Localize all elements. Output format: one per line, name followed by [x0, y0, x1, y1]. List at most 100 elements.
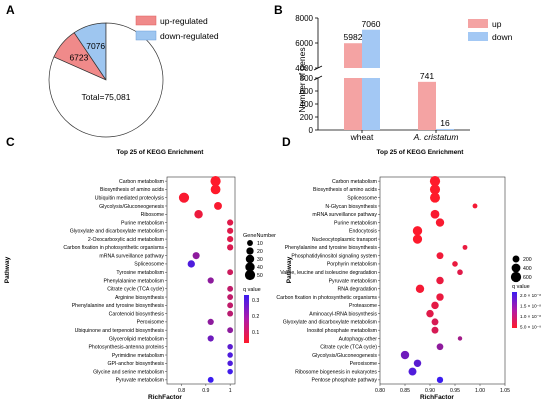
- enrichment-dot: [207, 277, 214, 284]
- legend-swatch-up: [135, 15, 157, 26]
- bar-y-tick-label: 6000: [295, 39, 313, 48]
- pathway-label: Glycolysis/Gluconeogenesis: [99, 204, 164, 210]
- pathway-label: Ubiquitin mediated proteolysis: [95, 196, 165, 202]
- legend-swatch-down: [135, 30, 157, 41]
- enrichment-dot: [436, 293, 444, 301]
- panel-label-a: A: [6, 3, 15, 17]
- size-legend-dot: [247, 240, 253, 246]
- enrichment-dot: [436, 376, 444, 384]
- enrichment-dot: [412, 234, 423, 244]
- enrichment-dot: [431, 318, 439, 326]
- enrichment-dot: [214, 202, 222, 210]
- size-legend-label: 40: [257, 265, 263, 271]
- enrichment-dot: [457, 269, 463, 276]
- pathway-label: Glyoxylate and dicarboxylate metabolism: [283, 320, 377, 326]
- pathway-label: Citrate cycle (TCA cycle): [320, 345, 377, 351]
- enrichment-dot: [430, 209, 440, 219]
- enrichment-dot: [462, 244, 468, 250]
- bar-legend: up down: [468, 19, 513, 42]
- panel-label-b: B: [274, 3, 283, 17]
- x-tick-label: 0.80: [375, 388, 385, 394]
- enrichment-dot: [452, 261, 458, 267]
- pathway-label: Pyruvate metabolism: [116, 378, 164, 384]
- dotplot-c-x-label: RichFactor: [148, 394, 182, 401]
- enrichment-dot: [227, 360, 233, 367]
- bar: [418, 81, 436, 130]
- bar-chart: Number of genes 4000 6000 8000 0 200 400 600 80…: [295, 14, 512, 142]
- bar-value-label: 5982: [344, 32, 363, 42]
- pathway-label: Arginine biosynthesis: [115, 295, 164, 301]
- pie-total-label: Total=75,081: [82, 92, 131, 102]
- enrichment-dot: [210, 184, 221, 195]
- enrichment-dot: [227, 310, 234, 317]
- color-legend-label: 0.2: [252, 314, 259, 320]
- size-legend-label: 20: [257, 249, 263, 255]
- pathway-label: N-Glycan biosynthesis: [325, 204, 377, 210]
- dotplot-d-title: Top 25 of KEGG Enrichment: [377, 149, 465, 156]
- pathway-label: Pentose phosphate pathway: [312, 378, 378, 384]
- pie-legend: up-regulated down-regulated: [135, 15, 219, 41]
- bar-y-tick-label: 8000: [295, 14, 313, 23]
- dotplot-c-title: Top 25 of KEGG Enrichment: [117, 149, 205, 156]
- enrichment-dot: [472, 203, 478, 209]
- pathway-label: Phenylalanine and tyrosine biosynthesis: [72, 303, 165, 309]
- enrichment-dot: [435, 218, 445, 227]
- enrichment-dot: [227, 269, 234, 276]
- size-legend-label: 400: [523, 266, 532, 272]
- enrichment-dot: [207, 335, 214, 342]
- enrichment-dot: [400, 350, 410, 360]
- enrichment-dot: [178, 192, 190, 203]
- panel-label-c: C: [6, 135, 15, 149]
- enrichment-dot: [207, 318, 214, 326]
- enrichment-dot: [436, 252, 444, 260]
- pathway-label: Glyoxylate and dicarboxylate metabolism: [70, 229, 164, 235]
- enrichment-dot: [210, 176, 221, 187]
- pathway-label: Valine, leucine and isoleucine degradati…: [280, 270, 377, 276]
- pathway-label: Proteasome: [349, 303, 377, 309]
- pathway-label: Spliceosome: [347, 196, 377, 202]
- dotplot-c-colorbar: [244, 295, 249, 343]
- pathway-label: Aminoacyl-tRNA biosynthesis: [309, 311, 377, 317]
- color-legend-label: 0.1: [252, 330, 259, 336]
- size-legend-label: 30: [257, 257, 263, 263]
- pathway-label: Pyruvate metabolism: [329, 278, 377, 284]
- size-legend-label: 50: [257, 273, 263, 279]
- pathway-label: Phenylalanine and tyrosine biosynthesis: [285, 245, 378, 251]
- bar: [362, 29, 380, 68]
- pathway-label: Biosynthesis of amino acids: [313, 187, 377, 193]
- pathway-label: Carbon metabolism: [332, 179, 377, 185]
- pathway-label: Carbon metabolism: [119, 179, 164, 185]
- pathway-label: Tyrosine metabolism: [116, 270, 164, 276]
- pathway-label: Pyrimidine metabolism: [112, 353, 164, 359]
- size-legend-label: 600: [523, 275, 532, 281]
- pathway-label: Nucleocytoplasmic transport: [312, 237, 378, 243]
- dotplot-d-x-label: RichFactor: [420, 394, 454, 401]
- enrichment-dot: [412, 226, 423, 236]
- enrichment-dot: [227, 219, 234, 226]
- pathway-label: GPI-anchor biosynthesis: [107, 361, 164, 367]
- enrichment-dot: [227, 368, 233, 375]
- bar-value-label: 741: [420, 71, 434, 81]
- color-legend-label: 1.0 × 10⁻⁸: [520, 314, 541, 319]
- pathway-label: Glycerolipid metabolism: [109, 336, 164, 342]
- dotplot-d-colorbar: [512, 292, 517, 328]
- size-legend-label: 200: [523, 257, 532, 263]
- bar-category-label: A. cristatum: [413, 132, 459, 142]
- pie-slice-value-label: 6723: [69, 52, 88, 62]
- pathway-label: mRNA surveillance pathway: [99, 253, 164, 259]
- enrichment-dot: [227, 227, 234, 234]
- legend-swatch-down-bar: [468, 32, 488, 41]
- enrichment-dot: [430, 192, 440, 203]
- size-legend-dot: [245, 262, 255, 272]
- dotplot-c-y-label: Pathway: [4, 256, 11, 283]
- x-tick-label: 1.05: [500, 388, 510, 394]
- pathway-label: Photosynthesis-antenna proteins: [88, 345, 164, 351]
- enrichment-dot: [436, 343, 444, 351]
- pathway-label: RNA degradation: [337, 287, 377, 293]
- kegg-dotplot-c: Top 25 of KEGG Enrichment Pathway RichFa…: [4, 149, 276, 401]
- pathway-label: Purine metabolism: [334, 220, 377, 226]
- legend-label-down: down-regulated: [160, 31, 219, 41]
- pathway-label: Carotenoid biosynthesis: [109, 311, 165, 317]
- bar-y-tick-label: 4000: [295, 64, 313, 73]
